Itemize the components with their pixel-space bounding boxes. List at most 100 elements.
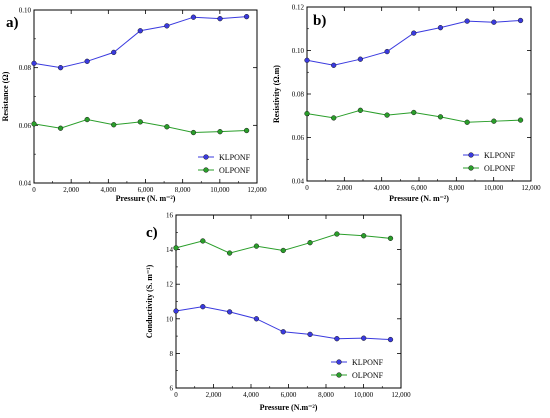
data-point-olponf — [253, 243, 260, 249]
data-point-olponf — [84, 116, 90, 123]
data-point-klponf — [517, 17, 524, 24]
x-tick-label: 0 — [174, 391, 178, 399]
data-point-olponf — [243, 127, 250, 134]
data-point-klponf — [387, 336, 394, 343]
y-tick-label: 0.06 — [19, 122, 32, 130]
legend-marker — [468, 165, 474, 171]
legend-marker — [336, 359, 342, 365]
data-point-olponf — [226, 250, 233, 256]
chart-panel-3: 0 2,000 4,000 6,000 8,000 10,000 12,000 6 8 10 12 1… — [145, 212, 411, 413]
legend-marker — [203, 154, 209, 160]
data-point-olponf — [57, 125, 64, 131]
y-axis-label: Conductivity (S. m⁻¹) — [145, 264, 154, 338]
x-tick-label: 6,000 — [411, 184, 427, 192]
x-axis-label: Pressure (N.m⁻²) — [260, 403, 318, 412]
chart-panel-1: 0 2,000 4,000 6,000 8,000 10,000 12,000 0.04 0.0… — [1, 7, 267, 204]
series-line-klponf — [33, 16, 247, 69]
x-tick-label: 6,000 — [281, 391, 297, 399]
y-tick-label: 16 — [166, 212, 174, 220]
x-tick-label: 0 — [32, 186, 36, 194]
data-point-olponf — [164, 124, 170, 130]
x-tick-label: 10,000 — [210, 186, 230, 194]
data-point-olponf — [280, 247, 286, 254]
data-point-klponf — [384, 48, 390, 55]
y-tick-label: 0.10 — [19, 7, 32, 15]
data-point-olponf — [491, 118, 497, 124]
legend: KLPONF OLPONF — [331, 358, 384, 380]
data-point-olponf — [137, 119, 143, 125]
legend-marker — [336, 372, 342, 378]
data-point-klponf — [464, 18, 470, 24]
data-point-klponf — [243, 13, 250, 20]
data-point-olponf — [387, 235, 394, 242]
panel-label: c) — [146, 225, 158, 241]
y-tick-label: 14 — [166, 246, 174, 254]
y-tick-label: 0.04 — [19, 180, 32, 188]
x-tick-label: 0 — [305, 184, 309, 192]
data-point-klponf — [491, 19, 497, 25]
chart-panel-2: 0 2,000 4,000 6,000 8,000 10,000 12,000 0.04 0.0… — [272, 4, 541, 204]
data-point-klponf — [164, 23, 170, 29]
legend-marker — [468, 152, 474, 158]
x-tick-label: 4,000 — [243, 391, 259, 399]
legend-label: OLPONF — [484, 164, 516, 173]
data-point-klponf — [111, 49, 117, 56]
data-point-klponf — [411, 30, 417, 36]
data-point-olponf — [334, 231, 340, 237]
y-tick-label: 0.10 — [292, 47, 305, 55]
y-tick-label: 0.08 — [19, 64, 32, 72]
x-tick-label: 2,000 — [63, 186, 79, 194]
y-axis-label: Resistivity (Ω.m) — [272, 65, 281, 123]
legend: KLPONF OLPONF — [463, 151, 516, 173]
data-point-olponf — [464, 119, 470, 125]
y-axis-label: Resistance (Ω) — [1, 71, 10, 121]
data-point-klponf — [173, 308, 179, 314]
y-tick-label: 0.04 — [292, 178, 305, 186]
legend-label: KLPONF — [219, 153, 251, 162]
data-point-klponf — [200, 304, 206, 310]
x-axis-label: Pressure (N. m⁻²) — [389, 194, 449, 203]
data-point-klponf — [226, 309, 233, 315]
y-tick-label: 0.08 — [292, 91, 305, 99]
data-point-klponf — [137, 28, 143, 34]
data-point-klponf — [217, 16, 223, 22]
x-tick-label: 8,000 — [175, 186, 191, 194]
legend-label: OLPONF — [219, 166, 251, 175]
y-tick-label: 12 — [166, 281, 174, 289]
data-point-klponf — [31, 60, 37, 66]
data-point-klponf — [437, 25, 444, 31]
x-tick-label: 2,000 — [206, 391, 222, 399]
legend-label: OLPONF — [352, 371, 384, 380]
panel-label: a) — [6, 15, 19, 31]
x-tick-label: 4,000 — [374, 184, 390, 192]
data-point-olponf — [304, 110, 310, 117]
legend-marker — [203, 167, 209, 173]
data-point-klponf — [331, 62, 337, 68]
data-point-olponf — [411, 109, 417, 116]
series-line-klponf — [175, 306, 391, 341]
data-point-klponf — [361, 335, 367, 341]
data-point-olponf — [200, 238, 206, 244]
x-tick-label: 6,000 — [138, 186, 154, 194]
x-tick-label: 2,000 — [336, 184, 352, 192]
x-tick-label: 12,000 — [247, 186, 267, 194]
data-point-olponf — [217, 129, 223, 135]
data-point-klponf — [253, 316, 260, 322]
data-point-klponf — [84, 58, 90, 64]
data-point-olponf — [190, 129, 197, 136]
panel-label: b) — [313, 13, 326, 29]
x-tick-label: 12,000 — [391, 391, 411, 399]
data-point-olponf — [361, 233, 367, 239]
x-tick-label: 8,000 — [448, 184, 464, 192]
data-point-olponf — [31, 121, 37, 127]
data-point-olponf — [331, 115, 337, 121]
data-point-klponf — [334, 336, 340, 342]
data-point-klponf — [357, 56, 364, 62]
data-point-olponf — [173, 245, 179, 251]
y-tick-label: 8 — [170, 350, 174, 358]
y-tick-label: 0.06 — [292, 134, 305, 142]
data-point-olponf — [357, 107, 364, 113]
x-tick-label: 12,000 — [521, 184, 541, 192]
y-tick-label: 0.12 — [292, 4, 305, 12]
